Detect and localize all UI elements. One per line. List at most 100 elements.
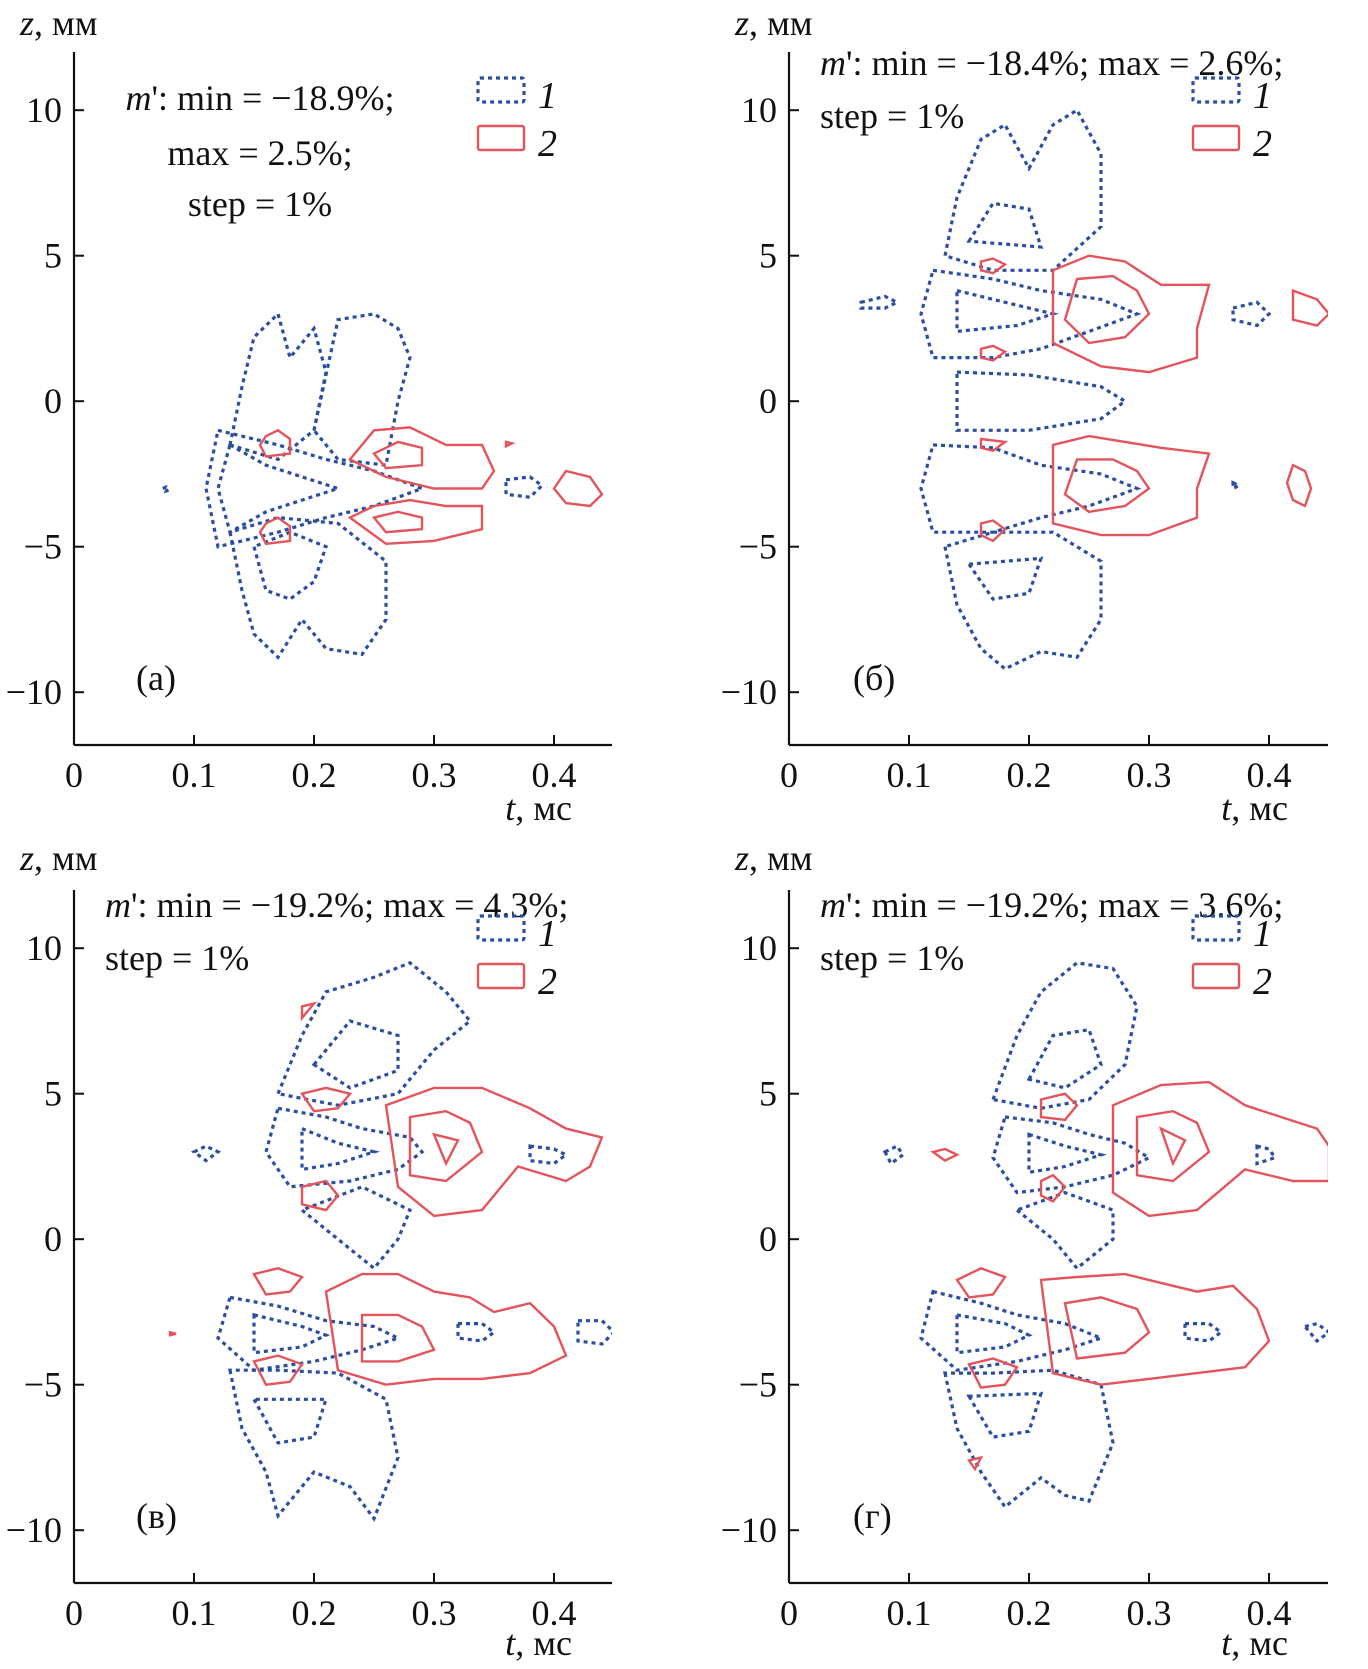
plot-area (160, 310, 604, 660)
annotation-line: max = 2.5%; (167, 133, 352, 173)
contour-series-1 (882, 1144, 906, 1166)
contour-series-2 (348, 426, 496, 490)
x-tick-label: 0.2 (292, 1593, 337, 1633)
contour-series-1 (1302, 1321, 1328, 1344)
contour-series-1 (275, 960, 473, 1107)
y-tick-label: −10 (6, 1510, 62, 1550)
contour-series-1 (991, 1115, 1153, 1195)
legend: 12 (476, 75, 557, 165)
contour-series-2 (300, 1086, 353, 1113)
x-tick-label: 0.4 (532, 755, 577, 795)
legend-label-1: 1 (1253, 913, 1272, 955)
y-tick-label: −5 (739, 1365, 777, 1405)
x-tick-label: 0.2 (292, 755, 337, 795)
contour-series-2 (979, 437, 1009, 452)
y-tick-label: 10 (741, 928, 777, 968)
contour-series-1 (1026, 1027, 1103, 1090)
legend-swatch-2 (1191, 124, 1241, 152)
legend-swatch-1 (476, 914, 526, 942)
y-tick-label: −10 (6, 672, 62, 712)
y-axis-label: z, мм (734, 838, 813, 878)
x-tick-label: 0 (780, 1593, 798, 1633)
legend-swatch-2 (476, 962, 526, 990)
y-tick-label: −10 (721, 1510, 777, 1550)
contour-series-1 (252, 1312, 331, 1355)
x-tick-label: 0.2 (1007, 1593, 1052, 1633)
contour-series-1 (216, 1295, 403, 1372)
contour-series-1 (1255, 1144, 1278, 1166)
y-axis-label: z, мм (19, 838, 98, 878)
contour-series-2 (979, 344, 1008, 362)
annotation-line: m': min = −19.2%; max = 4.3%; (105, 885, 568, 925)
contour-series-1 (955, 1312, 1033, 1355)
contour-series-1 (228, 1368, 400, 1522)
contour-series-1 (251, 1397, 329, 1445)
contour-series-1 (990, 961, 1139, 1110)
annotation-line: step = 1% (105, 938, 249, 978)
y-tick-label: 10 (741, 90, 777, 130)
plot-area (859, 107, 1328, 671)
x-tick-label: 0 (65, 1593, 83, 1633)
contour-series-1 (311, 1019, 400, 1090)
y-tick-label: −5 (739, 527, 777, 567)
x-tick-label: 0.1 (172, 1593, 217, 1633)
contour-series-2 (955, 1266, 1007, 1299)
panel-label: (в) (136, 1496, 177, 1536)
contour-series-1 (955, 370, 1128, 432)
panel-3: 0 0.1 0.2 0.3 0.4 10 5 0 −5 −10 z, мм t, мс m': min … (6, 838, 612, 1663)
y-tick-label: −5 (24, 1365, 62, 1405)
contour-series-1 (919, 443, 1142, 534)
contour-series-2 (258, 428, 292, 458)
contour-series-2 (1063, 274, 1151, 345)
contour-series-1 (228, 515, 388, 660)
contour-series-2 (504, 440, 516, 449)
contour-series-1 (300, 1126, 380, 1172)
panel-2: 0 0.1 0.2 0.3 0.4 10 5 0 −5 −10 z, мм t, мс m': min … (721, 3, 1328, 828)
contour-series-2 (324, 1272, 568, 1386)
contour-series-1 (1183, 1321, 1224, 1343)
contour-series-1 (1013, 1190, 1115, 1271)
contour-series-1 (955, 288, 1059, 334)
panel-label: (г) (853, 1496, 892, 1536)
legend-label-2: 2 (538, 961, 557, 1003)
contour-series-2 (1039, 1092, 1079, 1122)
contour-series-1 (966, 1391, 1044, 1439)
contour-series-1 (859, 294, 901, 310)
contour-series-1 (943, 107, 1103, 272)
contour-series-2 (371, 510, 424, 534)
annotation-line: m': min = −18.4%; max = 2.6%; (820, 43, 1283, 83)
contour-series-2 (252, 1354, 304, 1386)
contour-series-1 (298, 1185, 413, 1271)
y-tick-label: −5 (24, 527, 62, 567)
contour-series-2 (1039, 1173, 1067, 1203)
contour-series-2 (347, 498, 484, 546)
x-axis-label: t, мс (505, 788, 572, 828)
legend-swatch-1 (1191, 914, 1241, 942)
legend: 12 (476, 913, 557, 1003)
contour-series-1 (1231, 480, 1243, 492)
contour-series-1 (919, 1289, 1106, 1372)
contour-series-2 (1051, 434, 1211, 537)
contour-series-1 (190, 1144, 222, 1163)
contour-series-2 (252, 1267, 305, 1296)
y-tick-label: 5 (759, 236, 777, 276)
plot-area (168, 960, 612, 1522)
x-tick-label: 0.4 (1247, 755, 1292, 795)
x-axis-label: t, мс (1221, 1623, 1288, 1663)
legend: 12 (1191, 75, 1272, 165)
y-axis-label: z, мм (19, 3, 98, 43)
x-tick-label: 0.3 (412, 755, 457, 795)
y-tick-label: 0 (759, 1219, 777, 1259)
contour-series-1 (228, 310, 328, 462)
legend-label-2: 2 (538, 123, 557, 165)
contour-series-2 (1135, 1109, 1211, 1183)
legend-label-1: 1 (1253, 75, 1272, 117)
contour-series-2 (1039, 1272, 1271, 1386)
y-tick-label: 0 (44, 1219, 62, 1259)
contour-series-2 (1291, 288, 1328, 327)
x-axis-label: t, мс (1221, 788, 1288, 828)
legend-swatch-1 (476, 76, 526, 104)
plot-area (882, 961, 1328, 1510)
contour-series-2 (300, 1179, 340, 1212)
x-axis-label: t, мс (505, 1623, 572, 1663)
